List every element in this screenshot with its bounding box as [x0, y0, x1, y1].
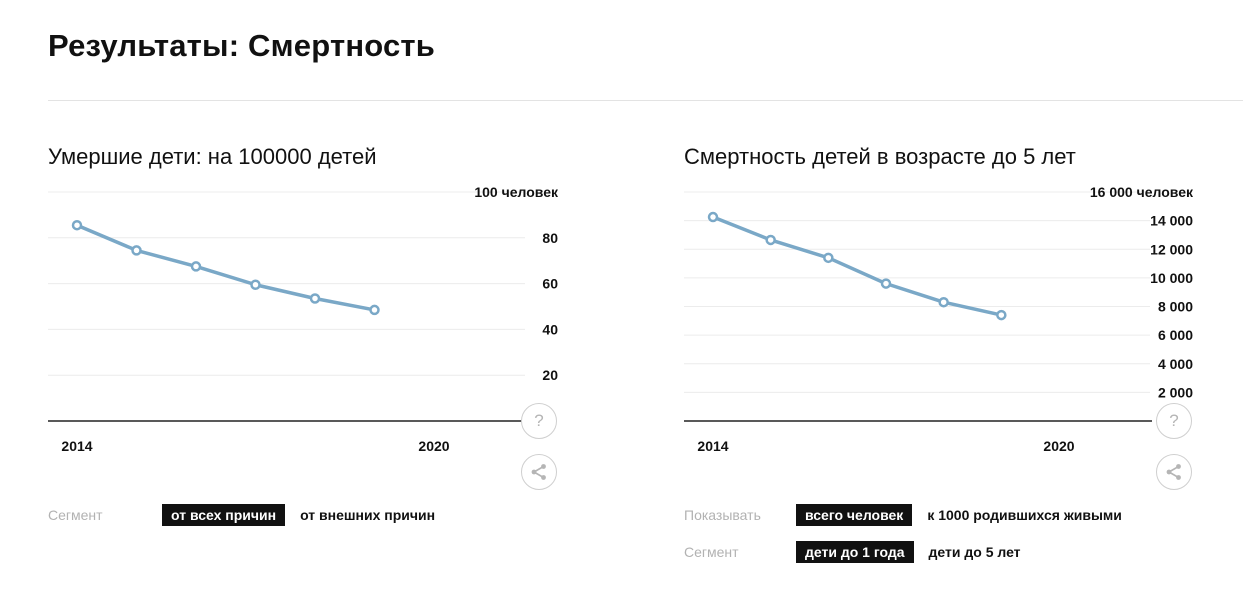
page-title: Результаты: Смертность — [48, 28, 436, 63]
question-icon: ? — [1169, 411, 1179, 430]
chart-1-help-button[interactable]: ? — [521, 403, 557, 439]
y-tick-label: 2 000 — [1158, 384, 1193, 400]
y-tick-label: 10 000 — [1150, 270, 1193, 286]
x-tick-label: 2014 — [697, 438, 728, 454]
segment-label: Сегмент — [48, 507, 103, 523]
segment-option-under-1[interactable]: дети до 1 года — [796, 541, 914, 563]
y-tick-label: 80 — [542, 230, 558, 246]
x-tick-label: 2020 — [1043, 438, 1074, 454]
title-divider — [48, 100, 1243, 101]
y-tick-label: 12 000 — [1150, 241, 1193, 257]
y-tick-label: 4 000 — [1158, 356, 1193, 372]
share-icon — [1166, 464, 1181, 480]
data-point — [71, 219, 83, 231]
data-point — [707, 211, 719, 223]
show-label: Показывать — [684, 507, 761, 523]
data-point — [823, 252, 834, 264]
data-point — [250, 279, 261, 290]
chart-2-title: Смертность детей в возрасте до 5 лет — [684, 144, 1076, 169]
data-point — [938, 296, 949, 308]
y-tick-label: 60 — [542, 276, 558, 292]
chart-1-title: Умершие дети: на 100000 детей — [48, 144, 377, 169]
segment-option-all-causes[interactable]: от всех причин — [162, 504, 286, 526]
chart-2-show-control: Показывать всего человек к 1000 родивших… — [684, 504, 1131, 526]
chart-1-share-button[interactable] — [521, 454, 557, 490]
data-point — [131, 245, 142, 256]
x-tick-label: 2014 — [61, 438, 92, 454]
segment-option-under-5[interactable]: дети до 5 лет — [928, 544, 1021, 560]
y-tick-label: 100 человек — [474, 184, 559, 200]
show-option-per-1000[interactable]: к 1000 родившихся живыми — [927, 507, 1122, 523]
segment-option-external-causes[interactable]: от внешних причин — [300, 507, 436, 523]
share-icon — [531, 464, 546, 480]
chart-2-help-button[interactable]: ? — [1156, 403, 1192, 439]
data-point — [190, 261, 202, 272]
chart-2-segment-control: Сегмент дети до 1 года дети до 5 лет — [684, 541, 1030, 563]
chart-2-share-button[interactable] — [1156, 454, 1192, 490]
chart-1-segment-control: Сегмент от всех причин от внешних причин — [48, 504, 444, 526]
data-point — [765, 234, 776, 246]
y-tick-label: 14 000 — [1150, 213, 1193, 229]
y-tick-label: 8 000 — [1158, 299, 1193, 315]
data-point — [309, 293, 321, 304]
y-tick-label: 40 — [542, 321, 558, 337]
series-line — [711, 215, 1004, 317]
y-tick-label: 20 — [542, 367, 558, 383]
data-point — [996, 309, 1007, 321]
question-icon: ? — [534, 411, 544, 430]
series-line — [75, 223, 377, 312]
y-tick-label: 16 000 человек — [1090, 184, 1194, 200]
segment-label: Сегмент — [684, 544, 739, 560]
show-option-total[interactable]: всего человек — [796, 504, 913, 526]
y-tick-label: 6 000 — [1158, 327, 1193, 343]
data-point — [369, 304, 380, 316]
data-point — [880, 278, 892, 289]
x-tick-label: 2020 — [418, 438, 449, 454]
